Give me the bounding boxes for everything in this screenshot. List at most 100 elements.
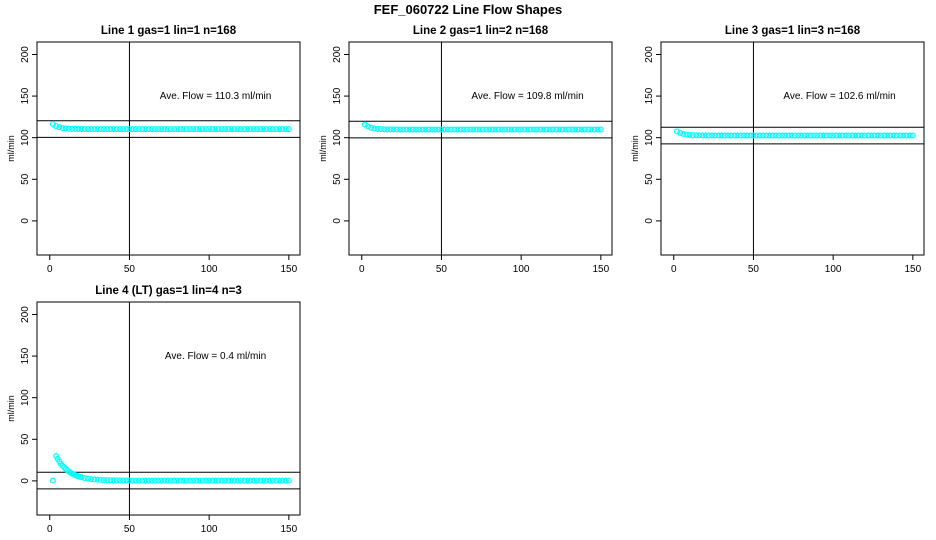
- data-point-marker: [155, 126, 162, 133]
- y-axis-tick-label: 50: [332, 173, 343, 185]
- data-point-marker: [874, 132, 881, 139]
- data-point-marker: [260, 126, 267, 133]
- data-point-marker: [139, 477, 146, 484]
- data-point-marker: [817, 132, 824, 139]
- data-point-marker: [94, 126, 101, 133]
- data-point-marker: [521, 126, 528, 133]
- data-point-marker: [772, 132, 779, 139]
- data-point-marker: [158, 126, 165, 133]
- data-point-marker: [193, 477, 200, 484]
- data-point-marker: [868, 132, 875, 139]
- data-point-marker: [199, 126, 206, 133]
- data-point-marker: [276, 477, 283, 484]
- data-point-marker: [177, 477, 184, 484]
- ave-flow-annotation: Ave. Flow = 102.6 ml/min: [783, 91, 895, 102]
- data-point-marker: [502, 126, 509, 133]
- y-axis-tick-label: 0: [20, 218, 31, 224]
- data-point-marker: [209, 477, 216, 484]
- data-point-marker: [244, 477, 251, 484]
- data-point-marker: [228, 477, 235, 484]
- data-point-marker: [390, 126, 397, 133]
- data-point-marker: [152, 126, 159, 133]
- data-point-marker: [183, 477, 190, 484]
- data-point-marker: [257, 477, 264, 484]
- data-point-marker: [406, 126, 413, 133]
- data-point-marker: [152, 477, 159, 484]
- data-point-marker: [441, 126, 448, 133]
- x-axis-tick-label: 100: [825, 264, 842, 275]
- data-point-marker: [585, 126, 592, 133]
- data-point-marker: [464, 126, 471, 133]
- data-point-marker: [120, 126, 127, 133]
- data-point-marker: [231, 477, 238, 484]
- subplot-line-3: Line 3 gas=1 lin=3 n=168 0 50 100 150 0 50 100 1…: [630, 25, 925, 275]
- data-point-marker: [365, 123, 372, 130]
- data-point-marker: [791, 132, 798, 139]
- data-point-marker: [110, 477, 117, 484]
- data-point-marker: [438, 126, 445, 133]
- data-point-marker: [734, 132, 741, 139]
- data-point-marker: [273, 477, 280, 484]
- data-point-marker: [699, 132, 706, 139]
- data-point-marker: [759, 132, 766, 139]
- y-axis-label: ml/min: [6, 395, 16, 422]
- data-point-marker: [285, 126, 292, 133]
- data-point-marker: [801, 132, 808, 139]
- data-point-marker: [113, 126, 120, 133]
- data-point-marker: [136, 126, 143, 133]
- x-axis-tick-label: 150: [592, 264, 609, 275]
- data-point-marker: [524, 126, 531, 133]
- plot-frame: [36, 41, 301, 256]
- data-point-marker: [225, 477, 232, 484]
- data-point-marker: [75, 125, 82, 132]
- subplot-line-1: Line 1 gas=1 lin=1 n=168 0 50 100 150 0 50 100 1…: [6, 25, 301, 275]
- data-point-marker: [187, 477, 194, 484]
- data-point-marker: [104, 126, 111, 133]
- subplot-title: Line 4 (LT) gas=1 lin=4 n=3: [95, 285, 241, 297]
- data-point-marker: [562, 126, 569, 133]
- data-point-marker: [435, 126, 442, 133]
- data-point-marker: [234, 477, 241, 484]
- data-point-marker: [282, 477, 289, 484]
- data-point-marker: [400, 126, 407, 133]
- data-point-marker: [712, 132, 719, 139]
- data-point-marker: [543, 126, 550, 133]
- data-point-marker: [218, 126, 225, 133]
- data-point-marker: [381, 126, 388, 133]
- data-point-marker: [858, 132, 865, 139]
- data-point-marker: [139, 126, 146, 133]
- data-point-marker: [673, 128, 680, 135]
- data-point-marker: [807, 132, 814, 139]
- data-point-marker: [180, 126, 187, 133]
- data-point-marker: [142, 477, 149, 484]
- data-point-marker: [78, 474, 85, 481]
- data-point-marker: [540, 126, 547, 133]
- data-point-marker: [814, 132, 821, 139]
- data-point-marker: [425, 126, 432, 133]
- data-point-marker: [244, 126, 251, 133]
- data-point-marker: [56, 124, 63, 131]
- data-point-marker: [890, 132, 897, 139]
- data-point-marker: [187, 126, 194, 133]
- data-point-marker: [231, 126, 238, 133]
- data-point-marker: [476, 126, 483, 133]
- data-point-marker: [422, 126, 429, 133]
- data-point-marker: [279, 126, 286, 133]
- subplot-title: Line 3 gas=1 lin=3 n=168: [725, 25, 861, 37]
- data-point-marker: [171, 126, 178, 133]
- subplot-line-2: Line 2 gas=1 lin=2 n=168 0 50 100 150 0 50 100 1…: [318, 25, 613, 275]
- data-point-marker: [97, 126, 104, 133]
- plot-frame: [660, 41, 925, 256]
- data-point-marker: [826, 132, 833, 139]
- data-point-marker: [126, 126, 133, 133]
- data-point-marker: [852, 132, 859, 139]
- data-point-marker: [69, 125, 76, 132]
- data-point-marker: [174, 126, 181, 133]
- data-point-marker: [549, 126, 556, 133]
- data-point-marker: [91, 476, 98, 483]
- data-point-marker: [203, 477, 210, 484]
- data-point-marker: [457, 126, 464, 133]
- data-point-marker: [145, 477, 152, 484]
- data-point-marker: [65, 125, 72, 132]
- y-axis-tick-label: 200: [20, 306, 31, 323]
